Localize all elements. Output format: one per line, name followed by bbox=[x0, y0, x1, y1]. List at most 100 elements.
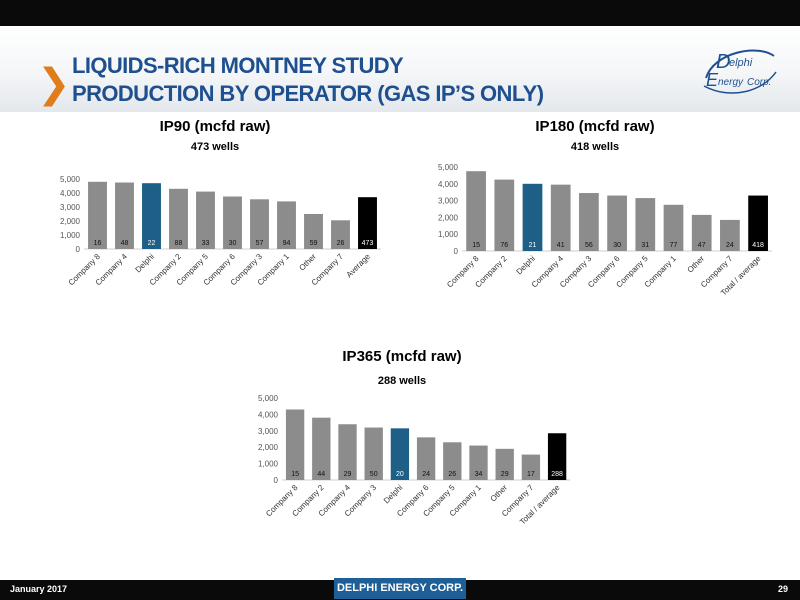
bar-company-7 bbox=[331, 220, 350, 249]
well-count-label: 33 bbox=[202, 240, 210, 247]
well-count-label: 24 bbox=[422, 471, 430, 478]
bar-company-3 bbox=[579, 193, 599, 251]
well-count-label: 59 bbox=[310, 240, 318, 247]
ip180-chart: IP180 (mcfd raw) 418 wells 0 1,000 2,000 3,00… bbox=[438, 118, 773, 298]
well-count-label: 48 bbox=[121, 240, 129, 247]
x-category-label: Other bbox=[489, 483, 510, 504]
well-count-label: 15 bbox=[291, 471, 299, 478]
y-tick-label: 2,000 bbox=[60, 217, 81, 226]
well-count-label: 30 bbox=[229, 240, 237, 247]
well-count-label: 88 bbox=[175, 240, 183, 247]
page-number: 29 bbox=[777, 584, 788, 594]
well-count-label: 50 bbox=[370, 471, 378, 478]
y-tick-label: 0 bbox=[76, 245, 81, 254]
x-category-label: Other bbox=[686, 254, 707, 275]
logo-text-1: elphi bbox=[729, 57, 753, 69]
well-count-label: 94 bbox=[283, 240, 291, 247]
y-tick-label: 1,000 bbox=[258, 460, 279, 469]
svg-text:D: D bbox=[716, 51, 730, 73]
well-count-label: 17 bbox=[527, 471, 535, 478]
svg-text:E: E bbox=[706, 70, 719, 90]
bar-other bbox=[691, 214, 712, 251]
bar-company-8 bbox=[285, 409, 305, 480]
bar-company-6 bbox=[416, 437, 436, 480]
well-count-label: 47 bbox=[698, 242, 706, 249]
well-count-label: 34 bbox=[475, 471, 483, 478]
y-tick-label: 4,000 bbox=[60, 189, 81, 198]
x-category-label: Average bbox=[345, 252, 373, 280]
bar-company-6 bbox=[223, 196, 242, 249]
logo-text-3: Corp. bbox=[747, 77, 771, 88]
ip365-chart: IP365 (mcfd raw) 288 wells 0 1,000 2,000 3,00… bbox=[258, 348, 571, 527]
well-count-label: 56 bbox=[585, 242, 593, 249]
x-category-label: Other bbox=[297, 252, 318, 273]
y-tick-label: 5,000 bbox=[438, 163, 459, 172]
bar-company-5 bbox=[196, 191, 215, 249]
title-line-2: PRODUCTION BY OPERATOR (GAS IP’S ONLY) bbox=[72, 81, 544, 106]
well-count-label: 76 bbox=[500, 242, 508, 249]
y-tick-label: 2,000 bbox=[438, 213, 459, 222]
well-count-label: 29 bbox=[501, 471, 509, 478]
x-category-label: Delphi bbox=[382, 483, 405, 506]
delphi-logo: D elphi E nergy Corp. bbox=[703, 49, 777, 94]
bar-delphi bbox=[142, 183, 161, 249]
bar-company-7 bbox=[521, 454, 541, 480]
y-tick-label: 1,000 bbox=[438, 230, 459, 239]
y-tick-label: 4,000 bbox=[258, 410, 279, 419]
chart-title: IP365 (mcfd raw) bbox=[342, 348, 461, 365]
ip90-chart: IP90 (mcfd raw) 473 wells 0 1,000 2,000 3,000… bbox=[60, 118, 381, 287]
well-count-label: 41 bbox=[557, 242, 565, 249]
chart-subtitle: 418 wells bbox=[571, 141, 619, 153]
bar-delphi bbox=[522, 183, 543, 251]
logo-text-2: nergy bbox=[718, 77, 744, 88]
y-tick-label: 0 bbox=[454, 247, 459, 256]
well-count-label: 30 bbox=[613, 242, 621, 249]
bar-company-7 bbox=[720, 219, 740, 251]
well-count-label: 44 bbox=[317, 471, 325, 478]
well-count-label: 21 bbox=[529, 242, 537, 249]
title-line-1: LIQUIDS-RICH MONTNEY STUDY bbox=[72, 53, 404, 78]
footer-brand: DELPHI ENERGY CORP. bbox=[334, 578, 466, 599]
y-tick-label: 3,000 bbox=[258, 427, 279, 436]
well-count-label: 24 bbox=[726, 242, 734, 249]
bar-company-6 bbox=[607, 195, 627, 251]
well-count-label: 20 bbox=[396, 471, 404, 478]
bar-total-average bbox=[547, 433, 567, 480]
y-tick-label: 0 bbox=[274, 476, 279, 485]
footer-date: January 2017 bbox=[10, 584, 68, 594]
page-title: LIQUIDS-RICH MONTNEY STUDY PRODUCTION BY… bbox=[72, 52, 544, 108]
bar-other bbox=[304, 214, 323, 249]
well-count-label: 29 bbox=[344, 471, 352, 478]
bar-company-4 bbox=[115, 182, 134, 249]
well-count-label: 57 bbox=[256, 240, 264, 247]
bar-total-average bbox=[748, 195, 768, 251]
well-count-label: 22 bbox=[148, 240, 156, 247]
well-count-label: 418 bbox=[752, 242, 764, 249]
y-tick-label: 1,000 bbox=[60, 231, 81, 240]
well-count-label: 26 bbox=[337, 240, 345, 247]
bar-company-4 bbox=[550, 184, 571, 251]
bar-company-8 bbox=[466, 171, 486, 251]
bar-company-2 bbox=[312, 417, 331, 480]
well-count-label: 26 bbox=[448, 471, 456, 478]
title-banner bbox=[0, 26, 800, 112]
bar-company-5 bbox=[635, 198, 656, 251]
bar-company-1 bbox=[277, 201, 296, 249]
well-count-label: 15 bbox=[472, 242, 480, 249]
well-count-label: 31 bbox=[641, 242, 649, 249]
bar-company-8 bbox=[88, 181, 107, 249]
bar-company-4 bbox=[338, 424, 357, 480]
y-tick-label: 3,000 bbox=[438, 197, 459, 206]
well-count-label: 473 bbox=[362, 240, 374, 247]
chevron-right-icon: ❯ bbox=[37, 61, 71, 107]
bar-company-2 bbox=[494, 179, 515, 251]
chart-subtitle: 288 wells bbox=[378, 375, 426, 387]
chart-subtitle: 473 wells bbox=[191, 141, 239, 153]
well-count-label: 77 bbox=[670, 242, 678, 249]
well-count-label: 288 bbox=[551, 471, 563, 478]
bar-average bbox=[358, 197, 377, 249]
bar-company-2 bbox=[169, 188, 188, 249]
y-tick-label: 5,000 bbox=[258, 394, 279, 403]
y-tick-label: 5,000 bbox=[60, 175, 81, 184]
chart-title: IP90 (mcfd raw) bbox=[160, 118, 271, 135]
